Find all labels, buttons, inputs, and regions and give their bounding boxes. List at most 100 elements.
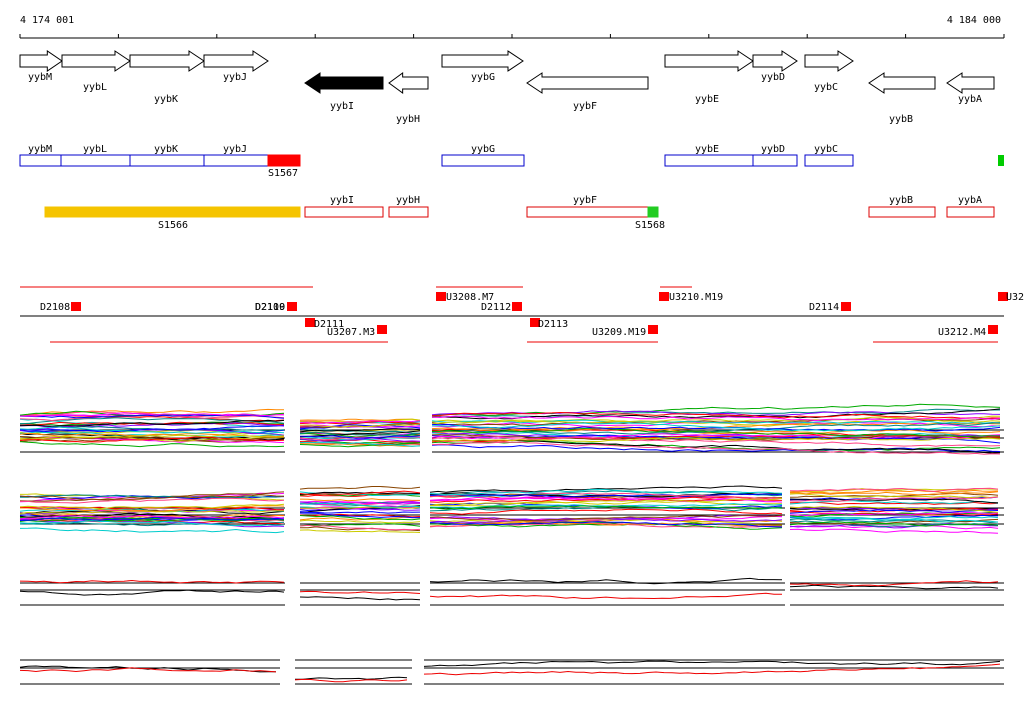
track-wiggle — [429, 577, 783, 585]
track-wiggle — [429, 497, 783, 506]
track-wiggle — [19, 441, 285, 448]
gene-label: yybH — [396, 114, 420, 125]
track-wiggle — [19, 414, 285, 419]
track-wiggle — [19, 419, 285, 428]
track-wiggle — [299, 519, 421, 524]
track-wiggle — [299, 590, 421, 594]
track-wiggle — [430, 496, 783, 503]
annotation-label: yybM — [28, 144, 52, 155]
track-wiggle — [431, 416, 1001, 425]
annotation-box — [44, 206, 301, 218]
track-wiggle — [300, 435, 421, 439]
transcript-label: U3207.M3 — [327, 327, 375, 338]
gene-label: yybA — [958, 94, 982, 105]
track-wiggle — [431, 411, 1001, 420]
annotation-box — [441, 154, 525, 167]
gene-arrow — [664, 50, 754, 72]
track-wiggle — [295, 676, 408, 680]
track-wiggle — [299, 596, 421, 601]
gene-label: yybI — [330, 101, 354, 112]
transcript-label: U3209.M19 — [592, 327, 646, 338]
track-wiggle — [789, 493, 999, 499]
track-wiggle — [789, 528, 999, 534]
track-wiggle — [429, 514, 783, 522]
track-wiggle — [789, 505, 999, 513]
gene-label: yybM — [28, 72, 52, 83]
annotation-box — [267, 154, 301, 167]
track-wiggle — [19, 516, 285, 521]
transcript-mark — [287, 302, 297, 311]
ruler-start: 4 174 001 — [20, 15, 74, 26]
track-wiggle — [19, 436, 285, 443]
gene-label: yybK — [154, 94, 178, 105]
track-wiggle — [299, 428, 421, 433]
track-wiggle — [299, 491, 421, 495]
gene-arrow — [804, 50, 854, 72]
track-wiggle — [789, 521, 999, 527]
track-wiggle — [299, 502, 421, 508]
transcript-mark — [530, 318, 540, 327]
annotation-box — [526, 206, 649, 218]
transcript-mark — [988, 325, 998, 334]
track-wiggle — [789, 511, 999, 517]
gene-label: yybL — [83, 82, 107, 93]
track-wiggle — [299, 430, 421, 438]
track-wiggle — [429, 496, 783, 503]
track-wiggle — [789, 580, 999, 587]
track-wiggle — [299, 501, 421, 506]
annotation-box — [804, 154, 854, 167]
track-wiggle — [20, 497, 285, 504]
track-wiggle — [299, 506, 421, 509]
track-wiggle — [789, 518, 999, 524]
track-wiggle — [429, 520, 783, 527]
transcript-label: D2110 — [255, 302, 285, 313]
track-wiggle — [19, 518, 285, 522]
transcript-label: U32 — [1006, 292, 1024, 303]
track-wiggle — [429, 493, 783, 498]
track-wiggle — [299, 524, 421, 531]
track-wiggle — [19, 494, 285, 501]
track-wiggle — [431, 422, 1001, 435]
track-wiggle — [789, 515, 999, 522]
track-wiggle — [19, 667, 277, 673]
track-wiggle — [299, 423, 421, 428]
track-wiggle — [299, 498, 420, 502]
annotation-label: yybE — [695, 144, 719, 155]
annotation-box — [60, 154, 131, 167]
track-wiggle — [19, 510, 284, 514]
transcript-mark — [377, 325, 387, 334]
track-wiggle — [19, 426, 285, 434]
annotation-label: yybG — [471, 144, 495, 155]
track-wiggle — [431, 419, 1001, 424]
gene-arrow — [388, 72, 429, 94]
gene-label: yybJ — [223, 72, 247, 83]
gene-arrow — [203, 50, 269, 72]
gene-arrow — [304, 72, 384, 94]
transcript-mark — [659, 292, 669, 301]
track-wiggle — [789, 501, 999, 505]
transcript-mark — [841, 302, 851, 311]
track-wiggle — [789, 489, 999, 494]
annotation-label: yybI — [330, 195, 354, 206]
track-wiggle — [299, 511, 421, 514]
annotation-box — [868, 206, 936, 218]
track-wiggle — [789, 518, 999, 525]
transcript-label: D2109 — [255, 302, 285, 313]
transcript-mark — [648, 325, 658, 334]
transcript-label: D2111 — [314, 319, 344, 330]
track-wiggle — [299, 500, 421, 504]
annotation-label: yybC — [814, 144, 838, 155]
track-wiggle — [789, 487, 999, 493]
track-wiggle — [429, 505, 783, 510]
transcript-label: D2108 — [40, 302, 70, 313]
gene-arrow — [868, 72, 936, 94]
track-wiggle — [299, 516, 421, 521]
track-wiggle — [299, 522, 421, 527]
track-wiggle — [789, 496, 999, 502]
gene-label: yybD — [761, 72, 785, 83]
gene-label: yybG — [471, 72, 495, 83]
track-wiggle — [299, 443, 421, 447]
track-wiggle — [19, 503, 285, 510]
track-wiggle — [431, 439, 1001, 454]
transcript-label: D2114 — [809, 302, 839, 313]
